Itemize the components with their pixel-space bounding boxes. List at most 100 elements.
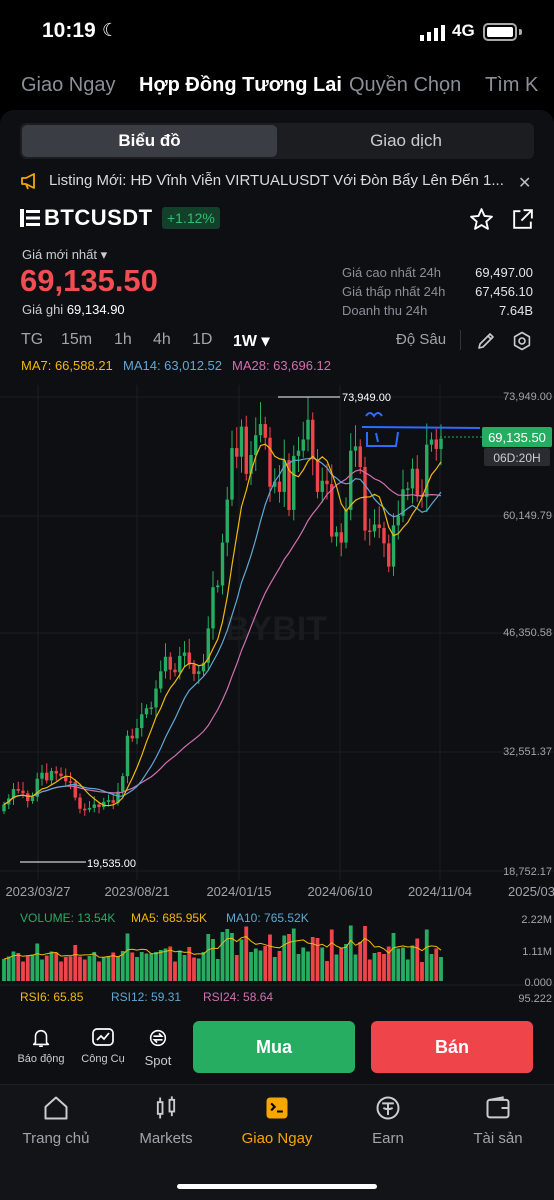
volume-bar xyxy=(401,947,405,981)
volume-bar xyxy=(320,947,325,981)
countdown-text: 06D:20H xyxy=(493,451,540,465)
interval-15m[interactable]: 15m xyxy=(61,331,93,348)
volume-bar xyxy=(82,959,87,981)
volume-bar xyxy=(130,952,135,981)
close-icon[interactable]: ✕ xyxy=(518,175,532,192)
tab-futures[interactable]: Hợp Đồng Tương Lai xyxy=(139,74,342,96)
interval-4h[interactable]: 4h xyxy=(153,331,171,348)
chart-watermark: BYBIT xyxy=(225,610,327,648)
low-label: 19,535.00 xyxy=(87,858,136,870)
volume-bar xyxy=(391,933,396,981)
tab-spot[interactable]: Giao Ngay xyxy=(21,74,116,96)
sell-button[interactable]: Bán xyxy=(371,1021,533,1073)
volume-bar xyxy=(40,959,44,981)
candle-body xyxy=(334,532,339,537)
volume-bar xyxy=(49,951,54,981)
last-price: 69,135.50 xyxy=(20,263,158,298)
tab-markets[interactable]: Markets xyxy=(116,1094,216,1147)
candle-body xyxy=(144,708,149,715)
y-tick: 60,149.79 xyxy=(503,510,552,522)
volume-bar xyxy=(268,934,272,981)
candle-body xyxy=(178,655,182,673)
volume-bar xyxy=(87,956,92,981)
volume-bar xyxy=(6,956,11,981)
volume-bar xyxy=(291,928,296,981)
candle-body xyxy=(102,801,106,808)
volume-bar xyxy=(263,946,268,981)
candle-body xyxy=(40,772,44,779)
volume-bar xyxy=(258,950,263,981)
tab-options[interactable]: Quyền Chọn xyxy=(349,74,462,96)
volume-bar xyxy=(287,934,291,981)
volume-ma-line xyxy=(3,936,442,960)
candle-body xyxy=(168,656,172,670)
candle-body xyxy=(35,778,39,797)
volume-bar xyxy=(11,951,16,981)
volume-bar xyxy=(415,938,420,981)
home-indicator xyxy=(177,1184,377,1189)
settings-icon[interactable] xyxy=(512,331,532,351)
tab-earn[interactable]: Earn xyxy=(338,1094,438,1147)
ma28-label: MA28: 63,696.12 xyxy=(232,358,332,373)
volume-bar xyxy=(315,938,320,981)
interval-1h[interactable]: 1h xyxy=(114,331,132,348)
buy-button[interactable]: Mua xyxy=(193,1021,355,1073)
pencil-icon[interactable] xyxy=(476,331,496,351)
interval-1w[interactable]: 1W ▾ xyxy=(233,333,270,350)
volume-tick: 2.22M xyxy=(521,914,552,926)
candle-body xyxy=(249,454,253,474)
tab-assets[interactable]: Tài sản xyxy=(448,1094,548,1147)
spot-tool[interactable]: Spot xyxy=(133,1027,183,1068)
volume-bar xyxy=(25,955,30,981)
home-icon xyxy=(44,1096,68,1120)
volume-bar xyxy=(182,955,187,981)
ma7-line xyxy=(3,443,442,807)
depth-button[interactable]: Độ Sâu xyxy=(396,331,447,348)
y-tick: 18,752.17 xyxy=(503,866,552,878)
volume-bar xyxy=(144,953,149,981)
candle-body xyxy=(311,419,315,460)
candle-body xyxy=(368,530,372,533)
user-drawing xyxy=(361,426,481,447)
volume-bar xyxy=(306,951,310,981)
volume-bar xyxy=(339,948,344,981)
volume-bar xyxy=(78,956,82,981)
tab-search[interactable]: Tìm K xyxy=(485,74,539,96)
chart-grid xyxy=(0,385,554,986)
tab-trade-label: Giao Ngay xyxy=(241,1130,313,1147)
candle-body xyxy=(292,455,296,510)
alert-tool[interactable]: Báo động xyxy=(16,1027,66,1065)
star-icon[interactable] xyxy=(469,207,494,232)
candle-body xyxy=(425,444,429,498)
interval-1d[interactable]: 1D xyxy=(192,331,213,348)
candle-body xyxy=(363,466,367,531)
volume-bar xyxy=(21,961,25,981)
announcement-text[interactable]: Listing Mới: HĐ Vĩnh Viễn VIRTUALUSDT Vớ… xyxy=(49,172,504,189)
candle-body xyxy=(149,707,153,709)
tab-trade[interactable]: Giao Ngay xyxy=(227,1094,327,1147)
candle-body xyxy=(239,426,244,457)
segment-trade[interactable]: Giao dịch xyxy=(370,131,442,150)
volume-bar xyxy=(405,959,410,981)
candle-body xyxy=(87,807,92,810)
candle-body xyxy=(201,662,206,672)
candle-body xyxy=(59,773,63,777)
share-icon[interactable] xyxy=(510,207,535,232)
volume-bar xyxy=(348,925,353,981)
stat-high-label: Giá cao nhất 24h xyxy=(342,265,442,280)
tools-tool[interactable]: Công Cụ xyxy=(78,1027,128,1065)
price-chart[interactable]: BYBIT 73,949.00 19,535.00 73,949.00 60,1… xyxy=(0,380,554,1020)
candle-body xyxy=(130,735,134,739)
candle-body xyxy=(73,782,77,798)
segment-chart[interactable]: Biểu đồ xyxy=(22,125,277,157)
candle-body xyxy=(11,789,16,799)
x-tick: 2024/06/10 xyxy=(307,884,372,899)
candle-body xyxy=(159,671,163,689)
interval-tg[interactable]: TG xyxy=(21,331,44,348)
menu-icon[interactable] xyxy=(20,208,40,228)
tab-home[interactable]: Trang chủ xyxy=(6,1094,106,1147)
symbol-name[interactable]: BTCUSDT xyxy=(44,205,153,230)
candle-body xyxy=(372,524,377,532)
candle-body xyxy=(225,499,229,543)
last-price-label[interactable]: Giá mới nhất ▾ xyxy=(22,247,108,262)
